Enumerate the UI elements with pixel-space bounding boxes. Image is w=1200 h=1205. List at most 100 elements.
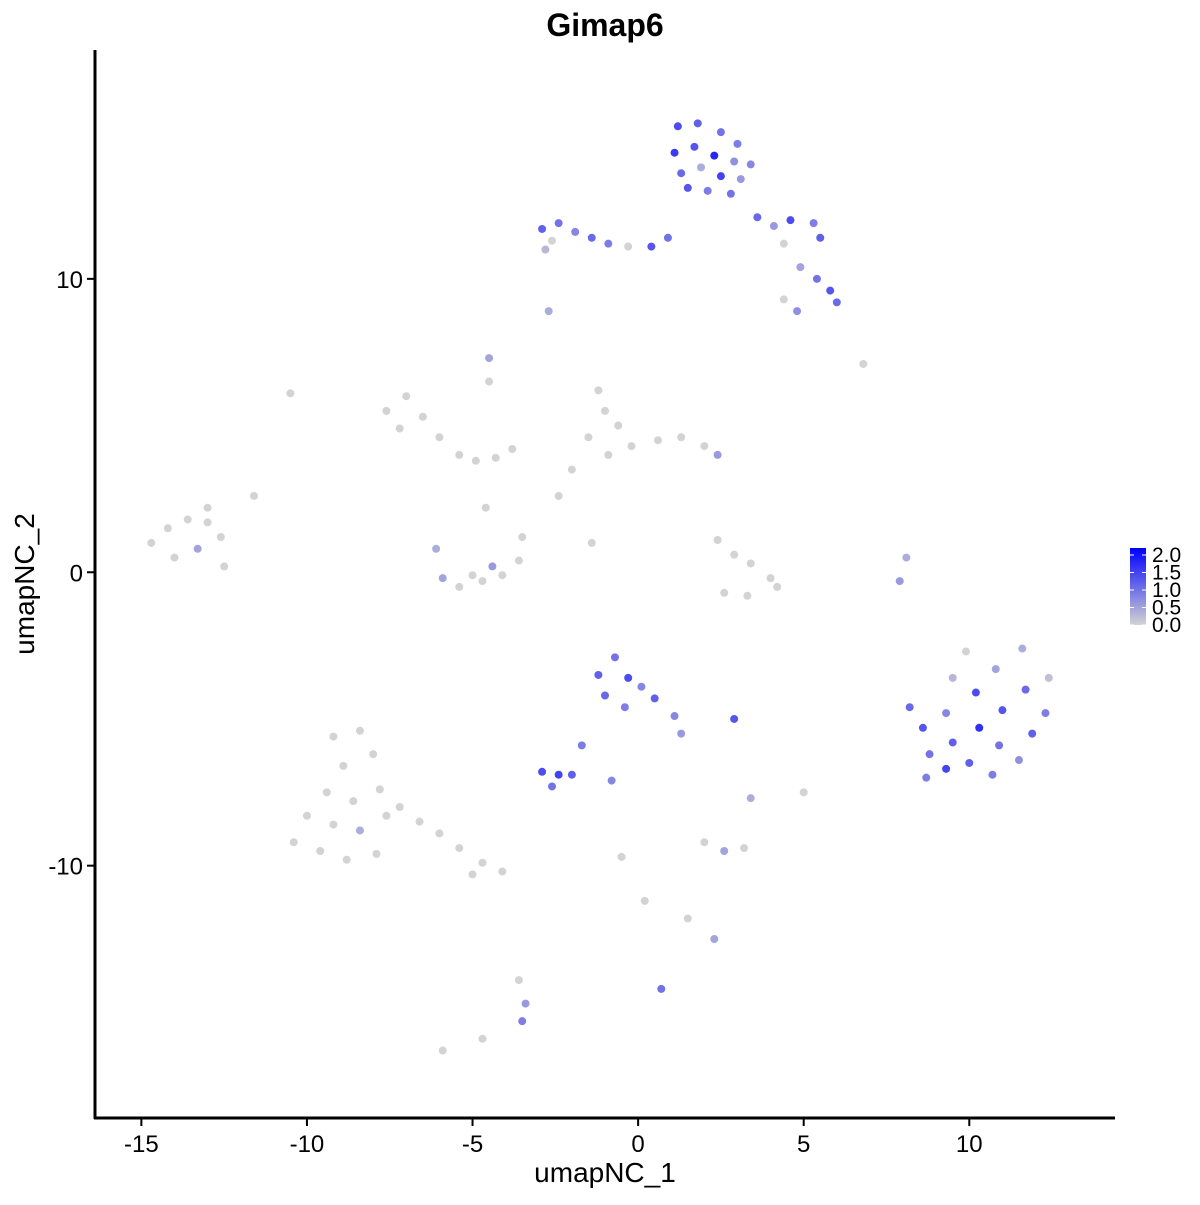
point — [624, 673, 633, 682]
point — [620, 703, 629, 712]
point — [733, 139, 742, 148]
point — [826, 286, 835, 295]
point — [640, 896, 649, 905]
x-tick-label: -5 — [462, 1131, 483, 1158]
y-tick-label: -10 — [48, 854, 83, 881]
point — [587, 538, 596, 547]
point — [690, 142, 699, 151]
point — [554, 219, 563, 228]
point — [713, 450, 722, 459]
point — [925, 750, 934, 759]
point — [700, 442, 709, 451]
point — [859, 359, 868, 368]
point — [716, 128, 725, 137]
point — [349, 797, 358, 806]
point — [369, 750, 378, 759]
point — [677, 169, 686, 178]
point — [607, 776, 616, 785]
point — [995, 741, 1004, 750]
point — [713, 535, 722, 544]
point — [740, 844, 749, 853]
point — [567, 465, 576, 474]
y-axis-label: umapNC_2 — [9, 513, 40, 655]
point — [601, 691, 609, 700]
point — [567, 770, 576, 779]
point — [216, 533, 225, 542]
x-tick-label: 0 — [631, 1131, 644, 1158]
point — [971, 688, 980, 697]
point — [468, 870, 477, 879]
point — [316, 847, 325, 855]
point — [518, 1017, 527, 1026]
point — [329, 820, 338, 829]
point — [485, 354, 494, 363]
point — [203, 518, 212, 527]
point — [455, 844, 464, 853]
point — [1018, 644, 1027, 653]
point — [471, 456, 480, 465]
point — [508, 445, 517, 454]
point — [918, 723, 927, 732]
point — [766, 574, 775, 583]
y-tick-label: 10 — [56, 267, 83, 294]
point — [895, 577, 904, 586]
point — [498, 867, 507, 876]
point — [1028, 729, 1037, 738]
point — [677, 729, 686, 738]
point — [677, 433, 686, 442]
point — [163, 524, 172, 533]
point — [587, 233, 596, 242]
point — [961, 647, 970, 656]
point — [415, 817, 424, 826]
colorbar-tick-label: 0.5 — [1152, 597, 1181, 620]
point — [905, 703, 914, 712]
point — [1021, 685, 1030, 694]
point — [435, 829, 444, 838]
point — [342, 855, 351, 864]
point — [730, 550, 739, 559]
point — [478, 577, 487, 586]
colorbar-tick-label: 1.0 — [1152, 579, 1181, 602]
point — [438, 1046, 447, 1055]
point — [435, 433, 444, 442]
point — [610, 653, 619, 662]
point — [491, 453, 500, 462]
point — [355, 826, 364, 835]
point — [793, 307, 802, 316]
point — [683, 183, 692, 192]
point — [438, 574, 447, 583]
point — [554, 491, 563, 500]
point — [220, 562, 229, 571]
point — [617, 852, 626, 861]
point — [1044, 673, 1053, 682]
point — [730, 157, 739, 166]
point — [478, 858, 487, 867]
point — [355, 726, 364, 735]
y-tick-label: 0 — [70, 560, 83, 587]
point — [746, 559, 755, 568]
point — [720, 588, 729, 597]
point — [481, 503, 490, 512]
point — [942, 709, 951, 718]
point — [322, 788, 331, 797]
point — [432, 544, 441, 553]
point — [395, 424, 404, 433]
x-tick-label: -15 — [124, 1131, 159, 1158]
point — [965, 758, 974, 767]
point — [455, 450, 464, 459]
point — [594, 386, 603, 395]
point — [710, 935, 719, 944]
point — [902, 553, 911, 562]
point — [289, 838, 298, 847]
point — [697, 163, 706, 172]
point — [773, 582, 782, 591]
point — [286, 389, 295, 398]
point — [991, 665, 1000, 674]
point — [548, 782, 557, 791]
point — [382, 811, 391, 820]
point — [601, 406, 609, 415]
point — [339, 761, 348, 770]
point — [637, 682, 646, 691]
point — [670, 148, 679, 157]
